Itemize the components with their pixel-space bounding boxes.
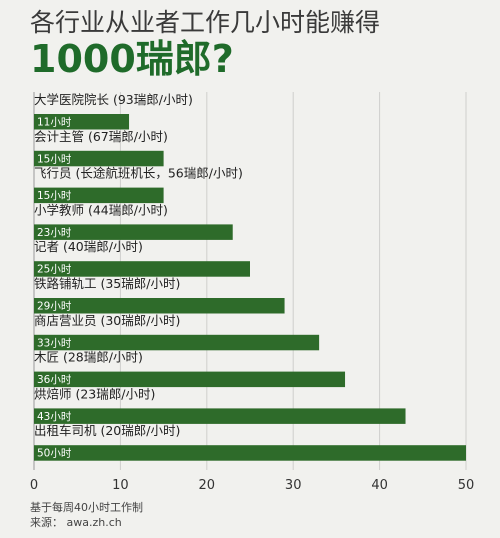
category-label: 木匠 (28瑞郎/小时) bbox=[34, 350, 143, 365]
x-tick-label: 0 bbox=[30, 478, 38, 493]
category-label: 大学医院院长 (93瑞郎/小时) bbox=[34, 92, 193, 107]
bar bbox=[34, 261, 250, 277]
bar bbox=[34, 408, 406, 424]
x-tick-label: 40 bbox=[371, 478, 388, 493]
category-label: 飞行员 (长途航班机长，56瑞郎/小时) bbox=[34, 166, 243, 181]
x-tick-label: 50 bbox=[458, 478, 475, 493]
bar-value-label: 25小时 bbox=[37, 264, 72, 276]
category-label: 铁路铺轨工 (35瑞郎/小时) bbox=[34, 276, 180, 291]
bar-value-label: 11小时 bbox=[37, 117, 72, 129]
bar bbox=[34, 187, 164, 204]
bar bbox=[34, 371, 346, 388]
bar bbox=[34, 445, 466, 461]
bar-value-label: 15小时 bbox=[37, 190, 72, 202]
category-label: 出租车司机 (20瑞郎/小时) bbox=[34, 423, 180, 438]
bar bbox=[34, 334, 320, 351]
footer-source: 来源： awa.zh.ch bbox=[30, 516, 122, 529]
category-label: 记者 (40瑞郎/小时) bbox=[34, 239, 143, 254]
bar bbox=[34, 114, 130, 130]
bar-value-label: 50小时 bbox=[37, 448, 72, 460]
bar bbox=[34, 224, 233, 240]
bar bbox=[34, 150, 164, 167]
x-tick-label: 10 bbox=[112, 478, 129, 493]
bar-value-label: 33小时 bbox=[37, 337, 72, 349]
chart-footer: 基于每周40小时工作制 来源： awa.zh.ch bbox=[30, 500, 143, 530]
bar-value-label: 23小时 bbox=[37, 227, 72, 239]
category-label: 商店营业员 (30瑞郎/小时) bbox=[34, 313, 180, 328]
x-tick-label: 20 bbox=[199, 478, 216, 493]
chart-subtitle: 1000瑞郎? bbox=[30, 37, 234, 81]
bar-value-label: 15小时 bbox=[37, 153, 72, 165]
category-label: 小学教师 (44瑞郎/小时) bbox=[34, 202, 168, 217]
chart-title: 各行业从业者工作几小时能赚得 bbox=[30, 8, 381, 37]
bar-value-label: 36小时 bbox=[37, 374, 72, 386]
footer-note: 基于每周40小时工作制 bbox=[30, 501, 143, 514]
category-label: 烘焙师 (23瑞郎/小时) bbox=[34, 386, 155, 401]
bar bbox=[34, 298, 285, 314]
bar-value-label: 43小时 bbox=[37, 411, 72, 423]
bar-value-label: 29小时 bbox=[37, 301, 72, 313]
category-label: 会计主管 (67瑞郎/小时) bbox=[34, 129, 168, 144]
x-tick-label: 30 bbox=[285, 478, 302, 493]
